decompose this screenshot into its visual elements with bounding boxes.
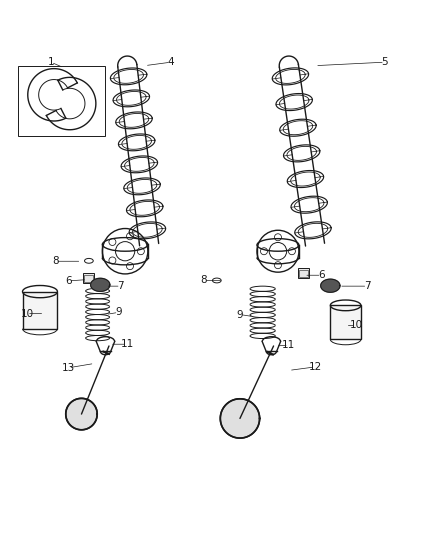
Text: 6: 6 [318,270,325,280]
Text: 6: 6 [65,276,72,286]
Bar [330,305,361,340]
Text: 4: 4 [168,57,174,67]
Bar [22,292,57,329]
Polygon shape [321,279,340,292]
Text: 10: 10 [350,320,363,330]
Text: 8: 8 [201,276,207,286]
Text: 5: 5 [381,57,388,67]
Bar [18,66,106,135]
Text: 12: 12 [308,362,321,372]
Text: 13: 13 [62,363,75,373]
Text: 8: 8 [52,256,59,266]
Text: 11: 11 [282,340,296,350]
Polygon shape [220,399,260,438]
Bar [84,275,93,282]
Bar [299,270,307,277]
Text: 1: 1 [48,57,54,67]
Bar [83,273,94,283]
Text: 9: 9 [237,310,243,319]
Bar [297,268,309,278]
Polygon shape [66,398,97,430]
Text: 11: 11 [121,339,134,349]
Text: 10: 10 [20,309,33,319]
Text: 7: 7 [364,281,371,291]
Polygon shape [91,278,110,292]
Text: 9: 9 [115,308,122,317]
Text: 7: 7 [117,281,124,291]
